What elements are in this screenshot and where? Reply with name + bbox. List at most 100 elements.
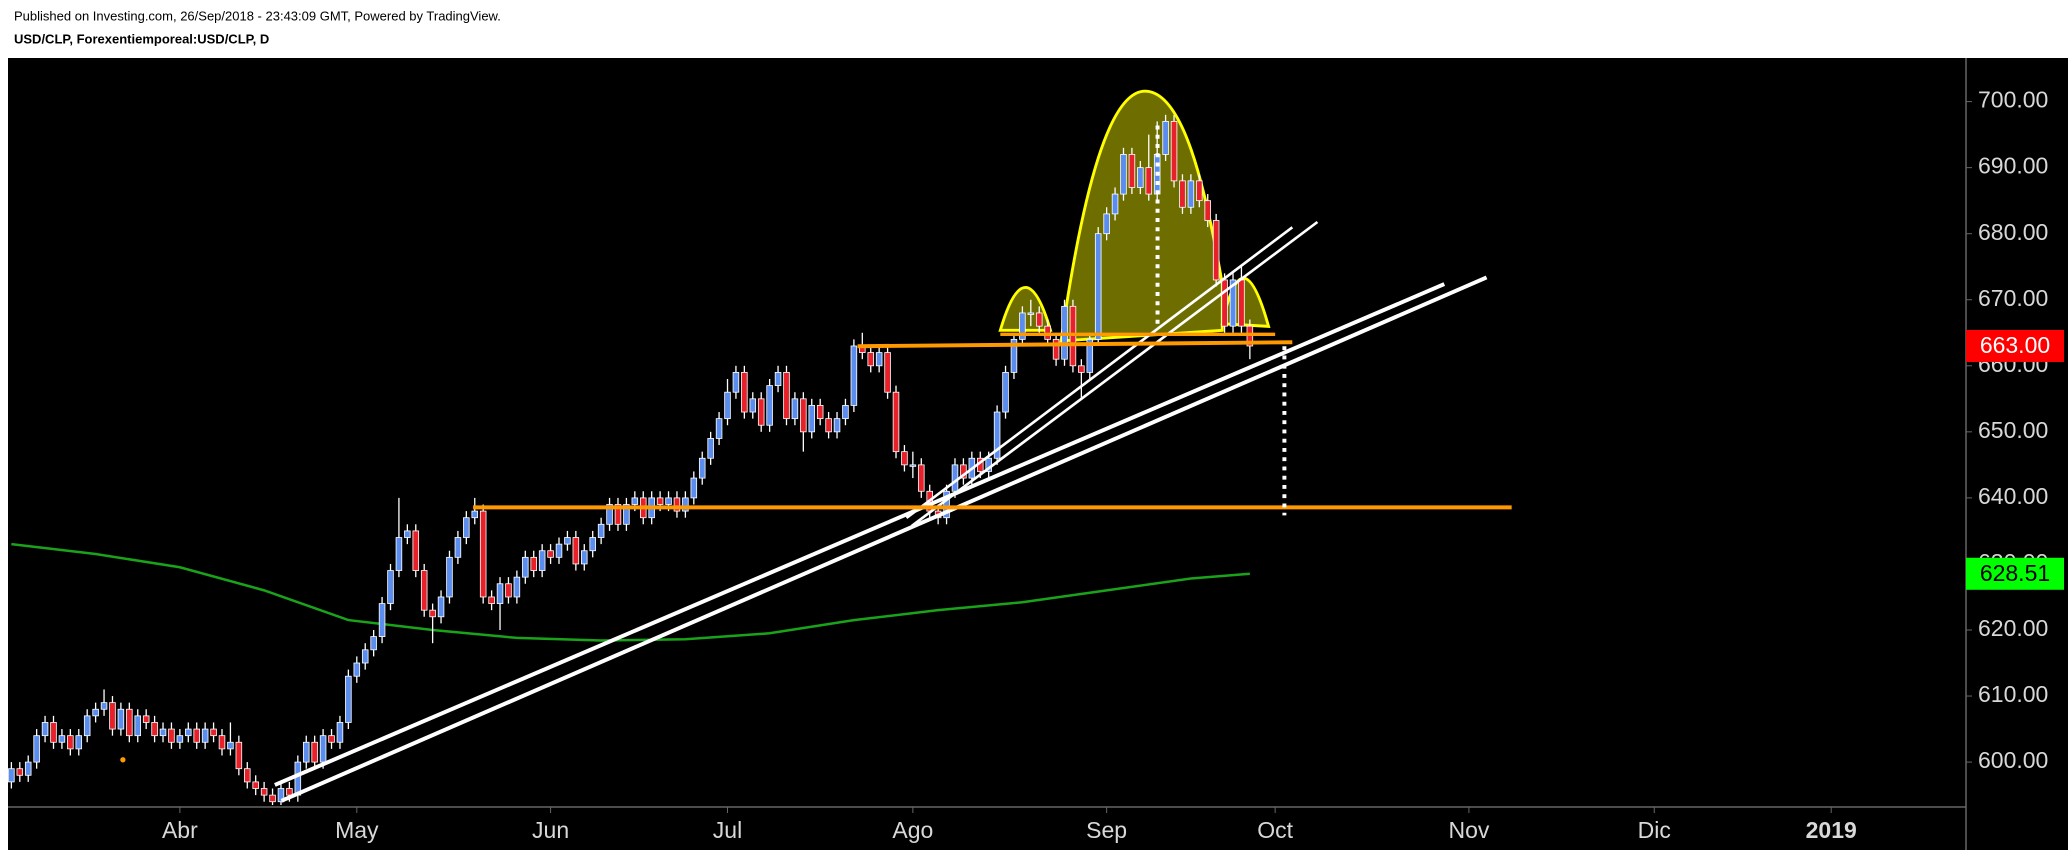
candle-body	[1010, 338, 1018, 373]
x-tick-label: 2019	[1806, 817, 1857, 843]
candle-body	[437, 596, 445, 618]
candle-body	[665, 497, 672, 505]
drawings	[274, 125, 1512, 803]
candle-body	[513, 576, 521, 598]
candle-body	[1086, 338, 1094, 373]
candle-body	[564, 537, 571, 545]
candle-body	[1027, 312, 1035, 315]
candle-body	[83, 715, 91, 737]
candle-body	[1094, 233, 1102, 340]
candle-body	[176, 735, 184, 743]
candle-body	[993, 411, 1001, 459]
candle-body	[673, 497, 681, 512]
candle-body	[707, 438, 714, 459]
candle-body	[749, 398, 757, 413]
candle-body	[168, 728, 175, 743]
x-tick-label: Abr	[162, 817, 198, 843]
candle-body	[100, 702, 108, 710]
candle-body	[682, 497, 689, 512]
trend-line	[905, 226, 1294, 520]
candle-body	[1137, 167, 1144, 188]
candle-body	[227, 741, 234, 750]
candle-body	[142, 715, 150, 723]
candle-body	[1111, 193, 1119, 215]
candle-body	[1187, 180, 1195, 208]
candle-body	[1179, 180, 1186, 208]
candle-body	[842, 405, 849, 420]
candle-body	[454, 537, 462, 558]
candle-body	[1221, 279, 1228, 327]
x-tick-label: Sep	[1086, 817, 1127, 843]
candle-body	[1238, 279, 1245, 327]
candle-body	[581, 550, 588, 565]
candle-body	[1019, 312, 1026, 340]
candle-body	[623, 504, 630, 525]
candle-body	[387, 570, 394, 604]
candle-body	[353, 662, 361, 677]
candle-body	[488, 596, 495, 604]
candle-body	[201, 728, 209, 743]
candle-body	[260, 788, 268, 796]
candle-body	[766, 385, 773, 426]
candle-body	[496, 583, 504, 604]
candle-body	[336, 722, 344, 743]
y-tick-label: 650.00	[1978, 417, 2048, 443]
candle-body	[715, 418, 723, 439]
last-price-box	[1966, 329, 2064, 362]
candle-body	[8, 768, 15, 783]
neckline	[857, 340, 1293, 349]
candle-body	[92, 708, 99, 717]
candle-body	[420, 570, 428, 611]
candle-body	[1246, 325, 1254, 347]
candle-body	[193, 728, 200, 743]
x-tick-label: Jun	[532, 817, 569, 843]
candle-body	[892, 391, 900, 453]
candle-body	[395, 537, 403, 571]
candle-body	[547, 550, 554, 558]
candle-body	[378, 603, 386, 637]
y-tick-label: 620.00	[1978, 615, 2048, 641]
ma-price-box	[1966, 557, 2064, 590]
candle-body	[690, 477, 698, 499]
candle-body	[741, 371, 748, 413]
candle-body	[58, 735, 66, 743]
candle-body	[631, 497, 639, 505]
candle-body	[909, 464, 917, 467]
candle-body	[151, 722, 158, 737]
candle-body	[572, 537, 580, 565]
candle-body	[867, 352, 874, 367]
candle-body	[159, 728, 167, 737]
candle-body	[463, 517, 470, 538]
y-tick-label: 690.00	[1978, 153, 2048, 179]
candle-body	[555, 543, 563, 558]
y-tick-label: 670.00	[1978, 285, 2048, 311]
candle-body	[1145, 167, 1153, 195]
candle-body	[783, 371, 790, 420]
candle-body	[244, 768, 251, 783]
candle-body	[951, 464, 959, 492]
candle-body	[825, 418, 832, 433]
candle-body	[75, 735, 83, 750]
candle-body	[816, 405, 824, 420]
candle-body	[67, 735, 74, 750]
candle-body	[345, 675, 352, 723]
marker-dot	[120, 757, 126, 763]
candle-body	[943, 490, 950, 519]
candle-body	[791, 398, 799, 420]
candle-body	[1069, 305, 1077, 367]
candle-body	[319, 735, 327, 763]
candle-body	[328, 735, 335, 743]
candle-body	[1204, 200, 1212, 221]
candle-body	[16, 768, 24, 776]
candle-body	[235, 741, 243, 770]
candle-body	[884, 352, 891, 393]
candle-body	[1052, 338, 1060, 360]
candle-body	[361, 649, 369, 664]
candle-body	[1229, 279, 1237, 327]
ma-price-label: 628.51	[1980, 560, 2050, 586]
candle-body	[185, 728, 192, 737]
candle-body	[50, 722, 57, 743]
candle-body	[1162, 121, 1169, 155]
candle-body	[1002, 371, 1009, 413]
candle-body	[404, 530, 411, 538]
